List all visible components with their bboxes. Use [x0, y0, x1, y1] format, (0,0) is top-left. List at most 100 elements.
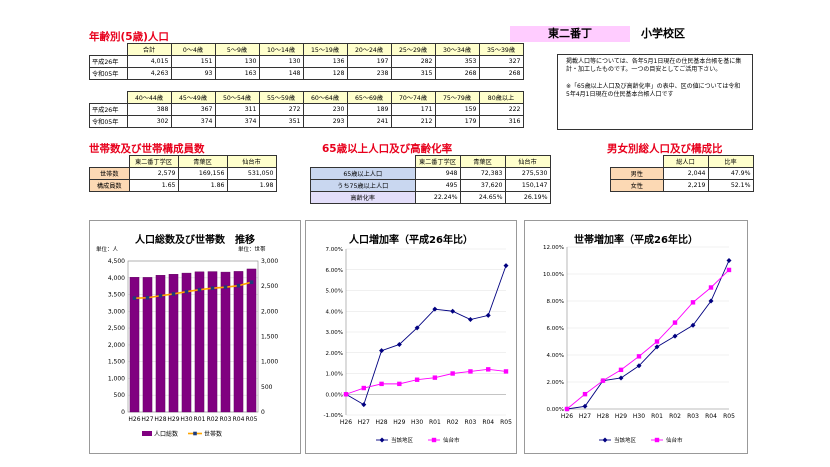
table-row: 令和05年 4,263 93 163 148 128 238 315 268 268: [89, 67, 524, 80]
table-cell: 130: [214, 55, 260, 68]
table-cell: 93: [170, 67, 216, 80]
row-label: 65歳以上人口: [310, 167, 416, 180]
legend-label-population: 人口総数: [154, 430, 178, 438]
point: [145, 295, 150, 300]
y-tick: 0.00%: [547, 407, 564, 413]
x-tick: H26: [561, 413, 573, 420]
point: [564, 406, 570, 412]
row-label: 令和05年: [89, 67, 128, 80]
column-header: 55～59歳: [258, 91, 304, 104]
corner-cell: [611, 156, 664, 168]
y-tick-right: 2,000: [261, 308, 278, 315]
bar: [233, 271, 244, 413]
legend-swatch-population: [142, 431, 152, 436]
legend-marker: [379, 437, 385, 443]
point: [618, 375, 624, 381]
table-cell: 189: [346, 103, 392, 116]
bar: [181, 272, 192, 413]
table-cell: 1.98: [226, 179, 277, 192]
table-cell: 230: [302, 103, 348, 116]
table-cell: 311: [214, 103, 260, 116]
table-cell: 148: [258, 67, 304, 80]
series-line-households: [134, 281, 252, 299]
column-header: 青葉区: [177, 155, 228, 168]
point: [503, 263, 509, 269]
row-label: 平成26年: [89, 103, 128, 116]
point: [672, 333, 678, 339]
bar: [246, 268, 257, 413]
x-tick: H29: [615, 413, 627, 420]
corner-cell: [90, 44, 128, 56]
table-cell: 367: [170, 103, 216, 116]
table-cell: 159: [434, 103, 480, 116]
x-tick: H29: [167, 416, 179, 423]
column-header: 25～29歳: [390, 43, 436, 56]
x-tick: H29: [393, 419, 405, 426]
corner-cell: [90, 156, 130, 168]
column-header: 仙台市: [226, 155, 277, 168]
plot-frame: [127, 260, 259, 413]
table-cell: 353: [434, 55, 480, 68]
corner-cell: [90, 92, 128, 104]
table-cell: 22.24%: [414, 191, 461, 204]
point: [432, 375, 438, 380]
point: [379, 381, 384, 387]
bar: [220, 271, 231, 413]
table-cell: 315: [390, 67, 436, 80]
column-header: 比率: [707, 155, 754, 168]
x-tick: R02: [207, 416, 219, 423]
column-header: 10～14歳: [258, 43, 304, 56]
column-header: 青葉区: [459, 155, 506, 168]
table-cell: 2,219: [662, 179, 709, 192]
x-tick: R01: [651, 413, 663, 420]
right-axis-unit: 単位：世帯: [238, 245, 266, 253]
table-cell: 2,044: [662, 167, 709, 180]
row-label: 高齢化率: [310, 191, 416, 204]
household-growth-svg: 0.00% 2.00% 4.00% 6.00% 8.00% 10.00% 12.00% H26…: [543, 245, 735, 444]
column-header: 45～49歳: [170, 91, 216, 104]
x-tick: R01: [194, 416, 206, 423]
legend-marker: [431, 437, 437, 443]
households-title: 世帯数及び世帯構成員数: [89, 143, 205, 155]
point: [582, 403, 588, 409]
column-header: 総人口: [662, 155, 709, 168]
column-header: 40～44歳: [126, 91, 172, 104]
row-label: 女性: [610, 179, 664, 192]
series-line: [566, 260, 730, 410]
x-tick: H26: [340, 419, 352, 426]
column-header: 30～34歳: [434, 43, 480, 56]
row-label: 男性: [610, 167, 664, 180]
household-growth-title: 世帯増加率（平成26年比）: [574, 235, 698, 246]
x-tick: H28: [375, 419, 387, 426]
table-cell: 531,050: [226, 167, 277, 180]
column-header: 80歳以上: [478, 91, 524, 104]
column-header: 75～79歳: [434, 91, 480, 104]
population-growth-svg: -1.00% 0.00% 1.00% 2.00% 3.00% 4.00% 5.00% 6.00…: [324, 247, 513, 444]
column-header: 0～4歳: [170, 43, 216, 56]
table-row: 平成26年 4,015 151 130 130 136 197 282 353 327: [89, 55, 524, 68]
table-cell: 272: [258, 103, 304, 116]
population-growth-title: 人口増加率（平成26年比）: [349, 235, 473, 246]
point: [171, 292, 176, 296]
column-header: 東二番丁学区: [128, 155, 179, 168]
point: [486, 367, 491, 372]
table-cell: 1.65: [128, 179, 179, 192]
legend-label: 仙台市: [443, 436, 460, 444]
point: [467, 317, 473, 323]
bar: [194, 271, 205, 413]
bar: [142, 277, 153, 413]
x-tick: R04: [705, 413, 717, 420]
table-cell: 1.86: [177, 179, 228, 192]
point: [396, 341, 402, 347]
x-tick: R04: [482, 419, 494, 426]
point: [726, 258, 732, 263]
table-cell: 268: [434, 67, 480, 80]
legend-marker: [602, 437, 608, 443]
y-tick-right: 2,500: [261, 283, 278, 290]
column-header: 70～74歳: [390, 91, 436, 104]
legend-label-households: 世帯数: [204, 430, 222, 438]
column-header: 東二番丁学区: [414, 155, 461, 168]
point: [343, 392, 349, 397]
table-row: 男性 2,044 47.9%: [610, 167, 754, 180]
point: [654, 339, 660, 344]
